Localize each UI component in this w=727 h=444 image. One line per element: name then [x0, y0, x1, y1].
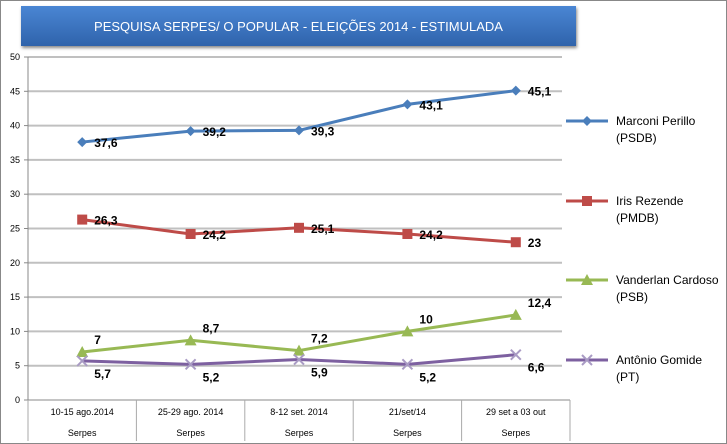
data-label: 37,6 — [94, 136, 118, 150]
data-label: 39,3 — [311, 124, 335, 138]
legend-entry: Vanderlan Cardoso (PSB) — [616, 273, 719, 304]
legend-entry: Iris Rezende (PMDB) — [616, 194, 684, 225]
y-tick-label: 45 — [10, 86, 20, 96]
y-tick-label: 10 — [10, 326, 20, 336]
y-tick-label: 20 — [10, 258, 20, 268]
data-point-triangle — [509, 308, 522, 320]
x-tick-label: 10-15 ago.2014 — [51, 407, 114, 417]
data-point-triangle — [581, 274, 593, 285]
data-point-square — [294, 222, 304, 233]
data-point-diamond — [294, 125, 304, 136]
legend-entry: Antônio Gomide (PT) — [616, 353, 703, 384]
y-tick-label: 0 — [15, 395, 20, 405]
x-group-label: Serpes — [285, 428, 314, 438]
x-tick-label: 25-29 ago. 2014 — [158, 407, 224, 417]
data-point-diamond — [77, 137, 88, 148]
x-group-label: Serpes — [393, 428, 422, 438]
data-label: 24,2 — [419, 228, 443, 242]
data-label: 7,2 — [311, 332, 328, 346]
data-label: 5,7 — [94, 367, 111, 381]
data-point-triangle — [401, 325, 414, 337]
y-tick-label: 40 — [10, 121, 20, 131]
y-tick-label: 5 — [15, 361, 20, 371]
data-label: 5,2 — [419, 370, 436, 384]
chart-title: PESQUISA SERPES/ O POPULAR - ELEIÇÕES 20… — [21, 6, 576, 46]
data-label: 26,3 — [94, 214, 118, 228]
data-label: 39,2 — [203, 125, 227, 139]
data-label: 5,2 — [203, 370, 220, 384]
data-label: 8,7 — [203, 321, 220, 335]
data-point-x — [581, 354, 593, 366]
data-point-x — [401, 358, 414, 371]
data-point-square — [582, 196, 592, 206]
x-group-label: Serpes — [176, 428, 205, 438]
x-tick-label: 29 set a 03 out — [486, 407, 546, 417]
data-label: 7 — [94, 333, 101, 347]
data-point-square — [185, 228, 196, 239]
y-tick-label: 25 — [10, 224, 20, 234]
legend-entry: Marconi Perillo (PSDB) — [616, 114, 696, 145]
x-tick-label: 21/set/14 — [389, 407, 426, 417]
data-label: 25,1 — [311, 222, 335, 236]
data-point-diamond — [402, 99, 413, 110]
data-label: 23 — [528, 236, 542, 250]
data-label: 45,1 — [528, 85, 552, 99]
data-point-x — [184, 358, 197, 371]
y-tick-label: 50 — [10, 52, 20, 62]
data-point-triangle — [76, 345, 89, 357]
data-point-diamond — [510, 85, 521, 96]
data-point-diamond — [582, 116, 592, 126]
data-point-x — [76, 355, 88, 367]
data-label: 24,2 — [203, 228, 227, 242]
y-tick-label: 30 — [10, 189, 20, 199]
y-tick-label: 15 — [10, 292, 20, 302]
data-point-x — [293, 353, 305, 366]
data-label: 5,9 — [311, 366, 328, 380]
y-tick-label: 35 — [10, 155, 20, 165]
data-point-square — [77, 214, 88, 225]
x-tick-label: 8-12 set. 2014 — [270, 407, 328, 417]
data-label: 43,1 — [419, 98, 443, 112]
x-group-label: Serpes — [68, 428, 97, 438]
data-label: 6,6 — [528, 361, 545, 375]
data-point-triangle — [184, 334, 197, 346]
data-label: 10 — [419, 312, 433, 326]
data-point-square — [510, 237, 521, 248]
data-point-diamond — [185, 126, 196, 137]
data-label: 12,4 — [528, 296, 552, 310]
x-group-label: Serpes — [502, 428, 531, 438]
data-point-square — [402, 228, 413, 239]
data-point-triangle — [293, 344, 305, 356]
data-point-x — [510, 349, 522, 361]
